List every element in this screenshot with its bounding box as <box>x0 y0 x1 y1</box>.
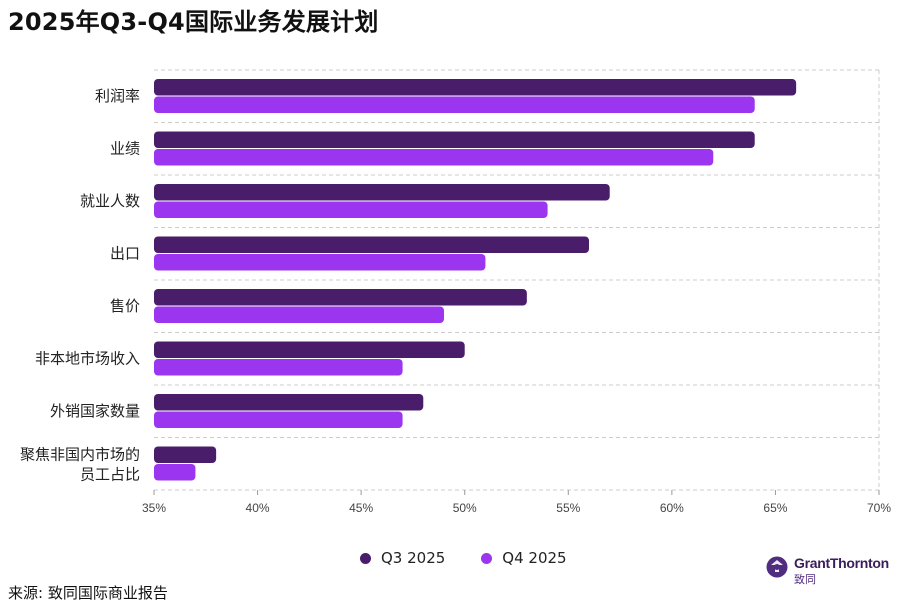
legend-label-q3: Q3 2025 <box>381 549 446 567</box>
bar-q3 <box>154 289 527 306</box>
category-label: 利润率 <box>95 87 140 105</box>
category-label: 就业人数 <box>80 192 140 210</box>
bar-q3 <box>154 341 465 358</box>
logo-subtitle: 致同 <box>794 573 816 586</box>
bar-q3 <box>154 131 755 148</box>
x-tick-label: 65% <box>763 501 787 515</box>
grant-thornton-logo: GrantThornton 致同 <box>766 556 889 585</box>
category-label: 出口 <box>110 245 140 263</box>
category-label: 业绩 <box>110 140 140 158</box>
category-label: 外销国家数量 <box>50 402 140 420</box>
x-tick-label: 35% <box>142 501 166 515</box>
bar-q4 <box>154 306 444 323</box>
x-tick-label: 55% <box>556 501 580 515</box>
bar-q3 <box>154 394 424 411</box>
x-tick-label: 60% <box>660 501 684 515</box>
bar-q4 <box>154 201 548 218</box>
chart-title: 2025年Q3-Q4国际业务发展计划 <box>8 8 379 36</box>
bar-q4 <box>154 464 196 481</box>
category-label: 非本地市场收入 <box>35 350 140 368</box>
bar-q3 <box>154 79 797 96</box>
legend: Q3 2025 Q4 2025 <box>360 549 567 567</box>
bar-q4 <box>154 359 403 376</box>
legend-item-q3: Q3 2025 <box>360 549 445 567</box>
x-tick-label: 70% <box>867 501 891 515</box>
legend-item-q4: Q4 2025 <box>481 549 567 567</box>
bar-q4 <box>154 411 403 428</box>
bar-q3 <box>154 236 589 253</box>
bar-q4 <box>154 254 486 271</box>
bar-chart: 35% 40% 45% 50% 55% 60% 65% 70% 利润率业绩就业人数出口售价非本地… <box>20 69 891 515</box>
legend-marker-q4 <box>481 552 493 564</box>
bar-q4 <box>154 149 714 166</box>
x-tick-label: 40% <box>246 501 270 515</box>
bar-q3 <box>154 446 217 463</box>
legend-label-q4: Q4 2025 <box>502 549 567 567</box>
grant-thornton-logo-icon <box>766 556 788 578</box>
bar-q3 <box>154 184 610 201</box>
legend-marker-q3 <box>360 552 371 564</box>
source-note: 来源: 致同国际商业报告 <box>8 584 168 602</box>
category-label: 售价 <box>110 297 140 315</box>
category-label: 员工占比 <box>80 466 140 484</box>
logo-name: GrantThornton <box>794 555 889 571</box>
category-label: 聚焦非国内市场的 <box>20 446 140 464</box>
x-tick-label: 50% <box>453 501 477 515</box>
bar-q4 <box>154 96 755 113</box>
x-tick-label: 45% <box>349 501 373 515</box>
